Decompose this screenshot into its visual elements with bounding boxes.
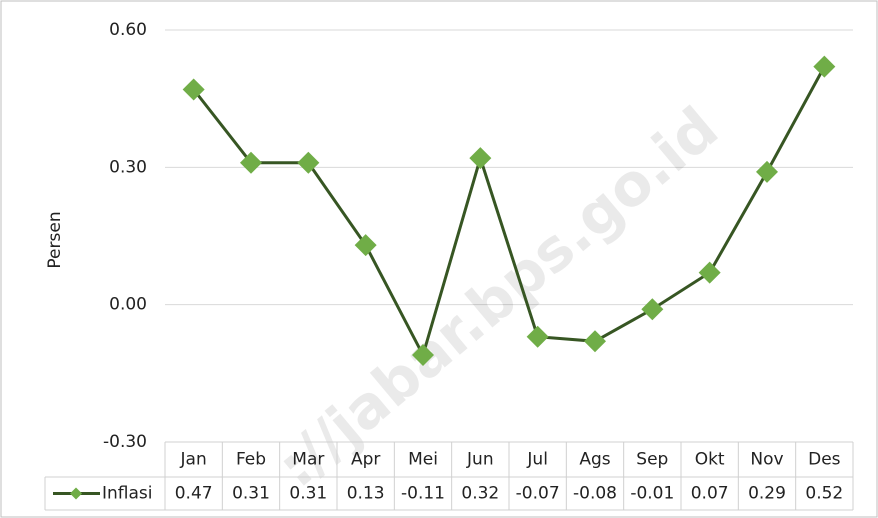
table-value: 0.29: [748, 484, 786, 504]
table-value: 0.07: [691, 484, 729, 504]
marker: [698, 261, 721, 284]
y-axis-label: Persen: [45, 211, 65, 268]
table-value: 0.32: [461, 484, 499, 504]
marker: [240, 151, 262, 174]
marker: [641, 298, 664, 321]
table-value: 0.52: [805, 484, 843, 504]
x-tick-label: Jun: [466, 450, 494, 470]
table-value: -0.08: [573, 484, 617, 504]
legend-marker: [70, 487, 82, 500]
x-tick-label: Jul: [526, 450, 548, 470]
table-value: 0.47: [175, 484, 213, 504]
y-tick-label: 0.00: [109, 295, 147, 315]
y-tick-label: 0.30: [109, 157, 147, 177]
marker: [354, 234, 377, 257]
y-tick-label: 0.60: [109, 20, 147, 40]
marker: [297, 151, 320, 174]
table-value: 0.31: [289, 484, 327, 504]
table-value: -0.01: [630, 484, 674, 504]
x-tick-label: Des: [808, 450, 841, 470]
marker: [182, 78, 205, 101]
marker: [412, 344, 434, 367]
table-value: -0.07: [516, 484, 560, 504]
x-tick-label: Jan: [180, 450, 207, 470]
table-value: -0.11: [401, 484, 445, 504]
x-tick-label: Apr: [351, 450, 380, 470]
marker: [526, 325, 549, 348]
marker: [813, 55, 836, 78]
x-tick-label: Mei: [408, 450, 438, 470]
marker: [756, 160, 778, 183]
x-tick-label: Sep: [636, 450, 668, 470]
marker: [469, 147, 492, 170]
legend-label: Inflasi: [102, 484, 153, 504]
x-tick-label: Nov: [750, 450, 783, 470]
x-tick-label: Okt: [695, 450, 725, 470]
table-value: 0.31: [232, 484, 270, 504]
table-value: 0.13: [347, 484, 385, 504]
y-tick-label: -0.30: [103, 432, 147, 452]
x-tick-label: Feb: [236, 450, 266, 470]
x-tick-label: Ags: [579, 450, 610, 470]
x-tick-label: Mar: [292, 450, 324, 470]
marker: [584, 330, 606, 353]
